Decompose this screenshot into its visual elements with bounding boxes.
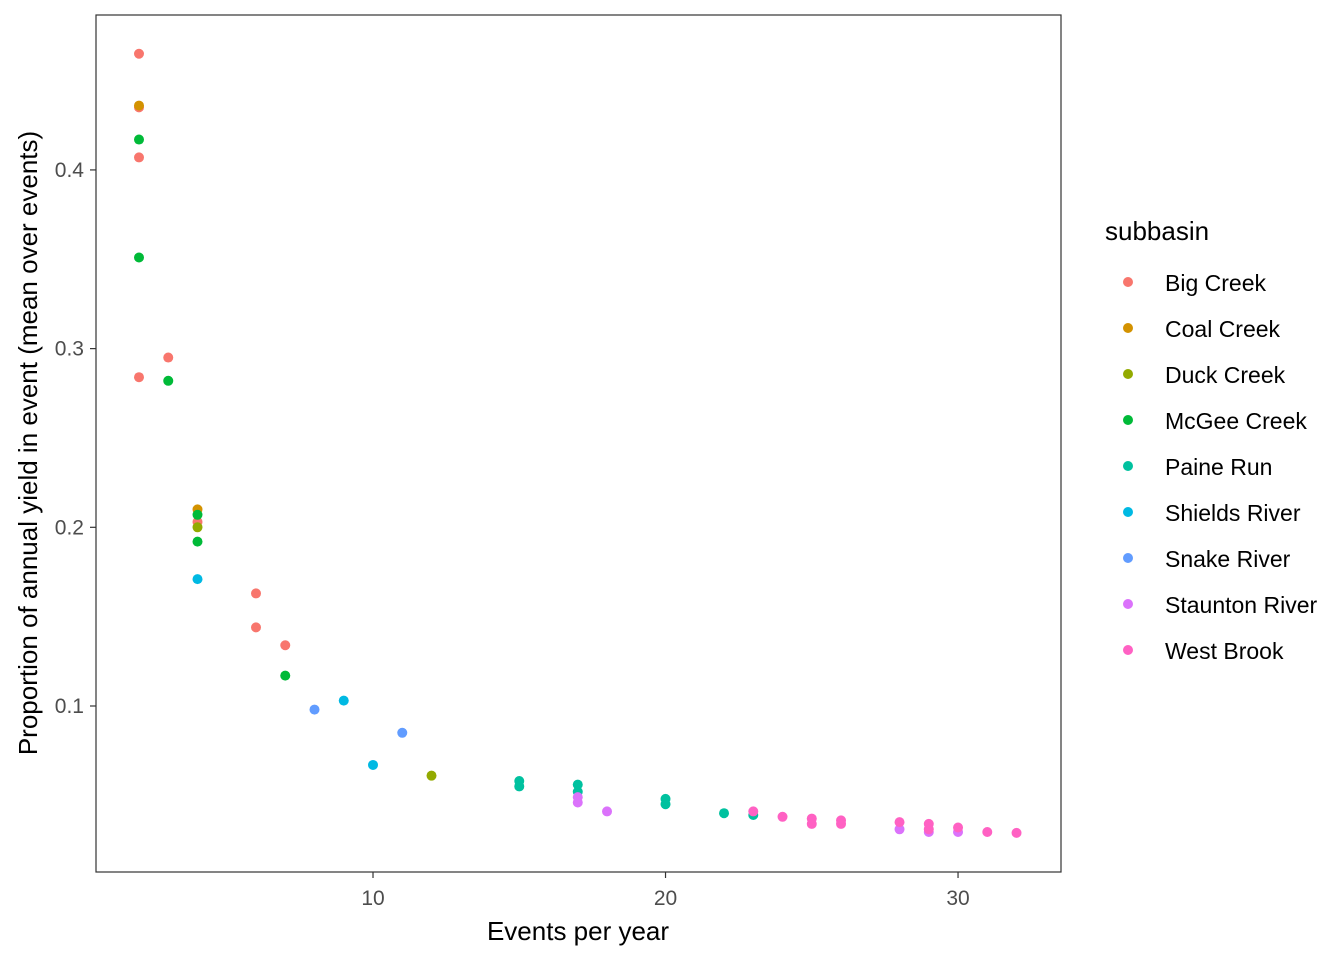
points-layer — [133, 48, 1022, 838]
point-big-creek — [133, 372, 144, 383]
point-snake-river — [397, 727, 408, 738]
point-big-creek — [251, 588, 262, 599]
x-tick-label: 20 — [654, 887, 677, 910]
point-mcgee-creek — [192, 509, 203, 520]
point-paine-run — [719, 808, 730, 819]
point-snake-river — [309, 704, 320, 715]
point-shields-river — [338, 695, 349, 706]
point-duck-creek — [426, 770, 437, 781]
plot-panel — [95, 14, 1062, 873]
legend: Big Creek Coal Creek Duck Creek McGee Creek… — [1123, 270, 1317, 664]
x-axis-label: Events per year — [487, 916, 669, 946]
legend-key — [1123, 507, 1133, 517]
point-shields-river — [192, 574, 203, 585]
point-mcgee-creek — [133, 252, 144, 263]
y-tick-label: 0.1 — [55, 695, 84, 718]
point-west-brook — [982, 826, 993, 837]
axes: 10 20 30 0.1 0.2 0.3 0.4 — [55, 159, 970, 910]
point-shields-river — [368, 759, 379, 770]
point-paine-run — [660, 799, 671, 810]
point-big-creek — [133, 48, 144, 59]
legend-key — [1123, 323, 1133, 333]
y-tick-label: 0.4 — [55, 159, 85, 182]
point-big-creek — [280, 640, 291, 651]
point-mcgee-creek — [163, 375, 174, 386]
legend-label: Staunton River — [1165, 592, 1317, 618]
point-staunton-river — [602, 806, 613, 817]
legend-label: McGee Creek — [1165, 408, 1307, 434]
legend-label: Snake River — [1165, 546, 1291, 572]
point-staunton-river — [894, 824, 905, 835]
legend-label: West Brook — [1165, 638, 1284, 664]
y-axis-label: Proportion of annual yield in event (mea… — [13, 131, 43, 755]
point-mcgee-creek — [133, 134, 144, 145]
legend-key — [1123, 599, 1133, 609]
point-west-brook — [1011, 827, 1022, 838]
point-mcgee-creek — [280, 670, 291, 681]
y-tick-label: 0.2 — [55, 516, 84, 539]
point-west-brook — [923, 824, 934, 835]
point-west-brook — [836, 818, 847, 829]
legend-key — [1123, 415, 1133, 425]
legend-key — [1123, 277, 1133, 287]
legend-key — [1123, 369, 1133, 379]
point-paine-run — [514, 781, 525, 792]
point-big-creek — [251, 622, 262, 633]
legend-label: Duck Creek — [1165, 362, 1286, 388]
point-duck-creek — [192, 522, 203, 533]
legend-label: Paine Run — [1165, 454, 1272, 480]
legend-key — [1123, 553, 1133, 563]
x-tick-label: 10 — [361, 887, 384, 910]
point-mcgee-creek — [192, 536, 203, 547]
point-west-brook — [806, 818, 817, 829]
point-west-brook — [894, 817, 905, 828]
x-tick-label: 30 — [946, 887, 969, 910]
legend-label: Big Creek — [1165, 270, 1266, 296]
point-west-brook — [748, 806, 759, 817]
point-big-creek — [163, 352, 174, 363]
point-paine-run — [572, 779, 583, 790]
point-west-brook — [953, 822, 964, 833]
point-coal-creek — [133, 100, 144, 111]
legend-key — [1123, 645, 1133, 655]
y-tick-label: 0.3 — [55, 338, 84, 361]
legend-title: subbasin — [1105, 216, 1209, 246]
point-west-brook — [777, 811, 788, 822]
legend-label: Coal Creek — [1165, 316, 1281, 342]
point-staunton-river — [572, 797, 583, 808]
legend-label: Shields River — [1165, 500, 1301, 526]
legend-key — [1123, 461, 1133, 471]
point-big-creek — [133, 152, 144, 163]
